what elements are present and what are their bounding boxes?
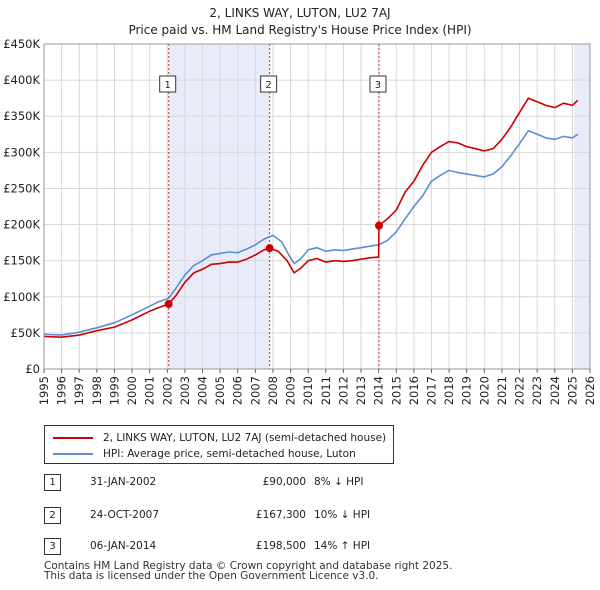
x-tick-label: 2022 bbox=[513, 376, 527, 405]
sale-number: 2 bbox=[44, 507, 61, 524]
x-tick-label: 2025 bbox=[565, 376, 579, 405]
x-tick-label: 1998 bbox=[90, 376, 104, 405]
sale-number: 3 bbox=[44, 538, 61, 555]
x-tick-label: 2026 bbox=[583, 376, 597, 405]
sale-hpi-diff: 10% ↓ HPI bbox=[314, 509, 371, 521]
sale-point bbox=[374, 221, 383, 230]
x-tick-label: 2017 bbox=[424, 376, 438, 405]
sale-row: 2 24-OCT-2007 £167,300 10% ↓ HPI bbox=[44, 507, 444, 525]
y-tick-label: £150K bbox=[3, 254, 40, 268]
x-tick-label: 1999 bbox=[107, 376, 121, 405]
legend-swatch-property bbox=[53, 437, 93, 439]
x-tick-label: 2018 bbox=[442, 376, 456, 405]
legend-item-hpi: HPI: Average price, semi-detached house,… bbox=[53, 446, 356, 462]
sale-point bbox=[164, 300, 173, 308]
x-tick-label: 1995 bbox=[37, 376, 51, 405]
x-tick-label: 2020 bbox=[477, 376, 491, 405]
y-axis: £0 £50K £100K £150K £200K £250K £300K £350K £400… bbox=[3, 37, 40, 376]
y-tick-label: £50K bbox=[11, 326, 41, 340]
x-axis: 1995 1996 1997 1998 1999 2000 2001 2002 2003 2004… bbox=[37, 369, 597, 405]
chart-title: 2, LINKS WAY, LUTON, LU2 7AJ bbox=[209, 6, 390, 20]
sale-row: 1 31-JAN-2002 £90,000 8% ↓ HPI bbox=[44, 474, 444, 492]
y-tick-label: £350K bbox=[3, 109, 40, 123]
x-tick-label: 2012 bbox=[336, 376, 350, 405]
x-tick-label: 2001 bbox=[143, 376, 157, 405]
x-tick-label: 2019 bbox=[460, 376, 474, 405]
sale-price: £167,300 bbox=[255, 509, 306, 521]
hpi-line bbox=[43, 129, 579, 336]
x-tick-label: 2007 bbox=[248, 376, 262, 405]
series-lines bbox=[43, 97, 579, 338]
sale-row: 3 06-JAN-2014 £198,500 14% ↑ HPI bbox=[44, 538, 444, 556]
shaded-range bbox=[168, 44, 270, 369]
x-tick-label: 2023 bbox=[530, 376, 544, 405]
x-tick-label: 2006 bbox=[231, 376, 245, 405]
property-price-line bbox=[43, 97, 579, 338]
legend: 2, LINKS WAY, LUTON, LU2 7AJ (semi-detac… bbox=[44, 425, 394, 464]
chart-subtitle: Price paid vs. HM Land Registry's House … bbox=[128, 23, 471, 37]
x-tick-label: 2016 bbox=[407, 376, 421, 405]
y-tick-label: £0 bbox=[25, 362, 40, 376]
plot-border bbox=[43, 43, 591, 370]
y-tick-label: £300K bbox=[3, 145, 40, 159]
x-tick-label: 2011 bbox=[319, 376, 333, 405]
y-tick-label: £450K bbox=[3, 37, 40, 51]
sale-date: 24-OCT-2007 bbox=[90, 509, 159, 521]
sale-marker-box bbox=[159, 75, 177, 93]
legend-swatch-hpi bbox=[53, 453, 93, 455]
sale-price: £198,500 bbox=[255, 540, 306, 552]
shaded-ranges bbox=[168, 44, 590, 369]
y-tick-label: £250K bbox=[3, 181, 40, 195]
legend-label-property: 2, LINKS WAY, LUTON, LU2 7AJ (semi-detac… bbox=[103, 432, 387, 444]
price-chart: 2, LINKS WAY, LUTON, LU2 7AJ Price paid … bbox=[3, 6, 597, 405]
y-tick-label: £400K bbox=[3, 73, 40, 87]
x-tick-label: 2004 bbox=[196, 376, 210, 405]
x-tick-label: 2002 bbox=[160, 376, 174, 405]
shaded-range bbox=[574, 44, 590, 369]
sale-marker-label: 3 bbox=[375, 80, 381, 91]
y-tick-label: £200K bbox=[3, 218, 40, 232]
sale-price: £90,000 bbox=[262, 476, 306, 488]
x-tick-label: 2009 bbox=[284, 376, 298, 405]
x-tick-label: 2000 bbox=[125, 376, 139, 405]
x-tick-label: 2024 bbox=[548, 376, 562, 405]
x-tick-label: 1996 bbox=[55, 376, 69, 405]
footer-licence: This data is licensed under the Open Gov… bbox=[44, 570, 379, 582]
sale-marker-label: 2 bbox=[265, 80, 271, 91]
sale-marker-box bbox=[260, 75, 278, 93]
y-tick-label: £100K bbox=[3, 290, 40, 304]
x-tick-label: 2015 bbox=[389, 376, 403, 405]
sale-marker-label: 1 bbox=[165, 80, 171, 91]
sale-marker-box bbox=[369, 75, 387, 93]
footer-copyright: Contains HM Land Registry data © Crown c… bbox=[44, 560, 453, 572]
x-tick-label: 2014 bbox=[372, 376, 386, 405]
x-tick-label: 2008 bbox=[266, 376, 280, 405]
x-tick-label: 2003 bbox=[178, 376, 192, 405]
sale-markers: 1 2 3 bbox=[159, 75, 387, 308]
sale-date: 06-JAN-2014 bbox=[90, 540, 157, 552]
x-tick-label: 1997 bbox=[72, 376, 86, 405]
sale-number: 1 bbox=[44, 474, 61, 491]
x-tick-label: 2021 bbox=[495, 376, 509, 405]
x-tick-label: 2005 bbox=[213, 376, 227, 405]
legend-label-hpi: HPI: Average price, semi-detached house,… bbox=[103, 448, 356, 460]
legend-item-property: 2, LINKS WAY, LUTON, LU2 7AJ (semi-detac… bbox=[53, 430, 386, 446]
sale-hpi-diff: 14% ↑ HPI bbox=[314, 540, 371, 552]
sale-point bbox=[265, 244, 274, 253]
x-tick-label: 2013 bbox=[354, 376, 368, 405]
x-tick-label: 2010 bbox=[301, 376, 315, 405]
sale-hpi-diff: 8% ↓ HPI bbox=[314, 476, 364, 488]
footer: Contains HM Land Registry data © Crown c… bbox=[44, 560, 453, 582]
plot-area bbox=[44, 44, 590, 369]
sale-date: 31-JAN-2002 bbox=[90, 476, 157, 488]
